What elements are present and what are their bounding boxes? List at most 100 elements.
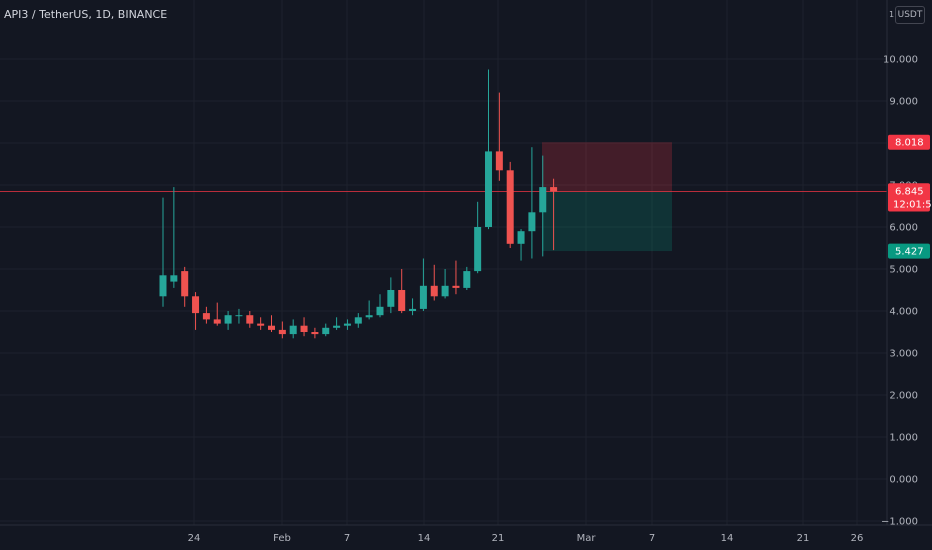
candle xyxy=(539,155,547,257)
x-tick-label: 14 xyxy=(721,533,734,544)
candle xyxy=(398,269,406,314)
candle xyxy=(463,266,471,290)
y-tick-label: 9.000 xyxy=(889,97,918,108)
candle-body xyxy=(430,285,438,297)
candle-body xyxy=(181,271,189,297)
candle xyxy=(517,229,525,261)
candle-body xyxy=(322,327,330,335)
y-tick-label: 1.000 xyxy=(889,433,918,444)
candle-body xyxy=(311,332,319,335)
candle-body xyxy=(159,275,167,297)
candle xyxy=(192,292,200,330)
time-axis: 24 Feb 7 14 21 Mar 7 14 21 26 xyxy=(0,524,932,544)
x-tick-label: 21 xyxy=(797,533,810,544)
candle-body xyxy=(550,187,558,192)
candle-body xyxy=(289,325,297,335)
candle xyxy=(550,178,558,251)
candle-body xyxy=(409,308,417,311)
candle xyxy=(224,311,232,330)
candle-body xyxy=(506,170,514,244)
candle xyxy=(181,266,189,307)
y-tick-label: 4.000 xyxy=(889,307,918,318)
chart-title: API3 / TetherUS, 1D, BINANCE xyxy=(4,8,168,21)
candle xyxy=(268,315,275,332)
x-tick-label: Feb xyxy=(273,533,291,544)
price-axis: −1.000 0.000 1.000 2.000 3.000 4.000 5.000 6.00… xyxy=(881,0,918,528)
candle xyxy=(452,260,460,295)
stop-price-tag-value: 8.018 xyxy=(895,138,924,149)
stop-loss-zone[interactable] xyxy=(542,142,672,192)
x-tick-label: 14 xyxy=(418,533,431,544)
candle-body xyxy=(452,285,460,288)
x-tick-label: 21 xyxy=(492,533,505,544)
currency-unit-button[interactable]: USDT xyxy=(895,6,925,24)
candle-body xyxy=(202,313,210,320)
candle-body xyxy=(278,329,286,335)
candle-body xyxy=(343,323,351,326)
y-tick-label: 10.000 xyxy=(883,55,918,66)
scale-mode-icon[interactable]: 1 xyxy=(889,10,895,19)
x-tick-label: 7 xyxy=(344,533,350,544)
candle xyxy=(289,319,297,339)
last-price-tag-timer: 12:01:59 xyxy=(893,200,932,211)
candle xyxy=(202,306,210,324)
candle-body xyxy=(333,325,341,328)
y-tick-label: 5.000 xyxy=(889,265,918,276)
candle xyxy=(495,92,503,181)
last-price-tag-value: 6.845 xyxy=(895,187,924,198)
target-price-tag xyxy=(888,243,930,259)
candle xyxy=(213,302,221,326)
candle-body xyxy=(224,315,232,324)
candle xyxy=(278,321,286,339)
candle-body xyxy=(246,315,254,324)
candle xyxy=(441,269,449,299)
x-tick-label: Mar xyxy=(577,533,597,544)
candle-body xyxy=(268,325,275,330)
x-tick-label: 24 xyxy=(188,533,201,544)
candle xyxy=(354,313,362,328)
candle-body xyxy=(463,271,471,288)
candles xyxy=(159,69,558,339)
candle-body xyxy=(517,231,525,244)
x-tick-label: 7 xyxy=(649,533,655,544)
candle xyxy=(376,294,384,318)
candle-body xyxy=(528,212,536,232)
grid xyxy=(0,0,887,525)
candle xyxy=(159,197,167,307)
short-position-tool xyxy=(542,142,672,252)
candle-body xyxy=(235,315,243,317)
candle xyxy=(246,311,254,328)
candle xyxy=(474,201,482,274)
y-tick-label: −1.000 xyxy=(881,517,918,528)
candle xyxy=(300,317,308,337)
candle-body xyxy=(365,315,373,318)
y-tick-label: 3.000 xyxy=(889,349,918,360)
x-tick-label: 26 xyxy=(851,533,864,544)
candle xyxy=(419,258,427,311)
y-tick-label: 6.000 xyxy=(889,223,918,234)
candle-body xyxy=(376,306,384,316)
candle-body xyxy=(398,290,406,311)
candle xyxy=(333,317,341,330)
candle-body xyxy=(474,227,482,272)
stop-price-tag xyxy=(888,134,930,150)
y-tick-label: 0.000 xyxy=(889,475,918,486)
candle-body xyxy=(300,325,308,332)
candle xyxy=(257,317,265,330)
candle xyxy=(506,161,514,248)
candle-body xyxy=(192,296,200,314)
candle xyxy=(311,327,319,339)
candle-body xyxy=(441,285,449,297)
take-profit-zone[interactable] xyxy=(542,191,672,252)
candle-body xyxy=(419,285,427,309)
candle xyxy=(387,277,395,314)
candle-body xyxy=(354,317,362,324)
target-price-tag-value: 5.427 xyxy=(895,247,924,258)
candle xyxy=(322,323,330,337)
candle-body xyxy=(213,319,221,324)
candle xyxy=(235,308,243,324)
candle xyxy=(170,187,178,288)
candle xyxy=(430,264,438,301)
